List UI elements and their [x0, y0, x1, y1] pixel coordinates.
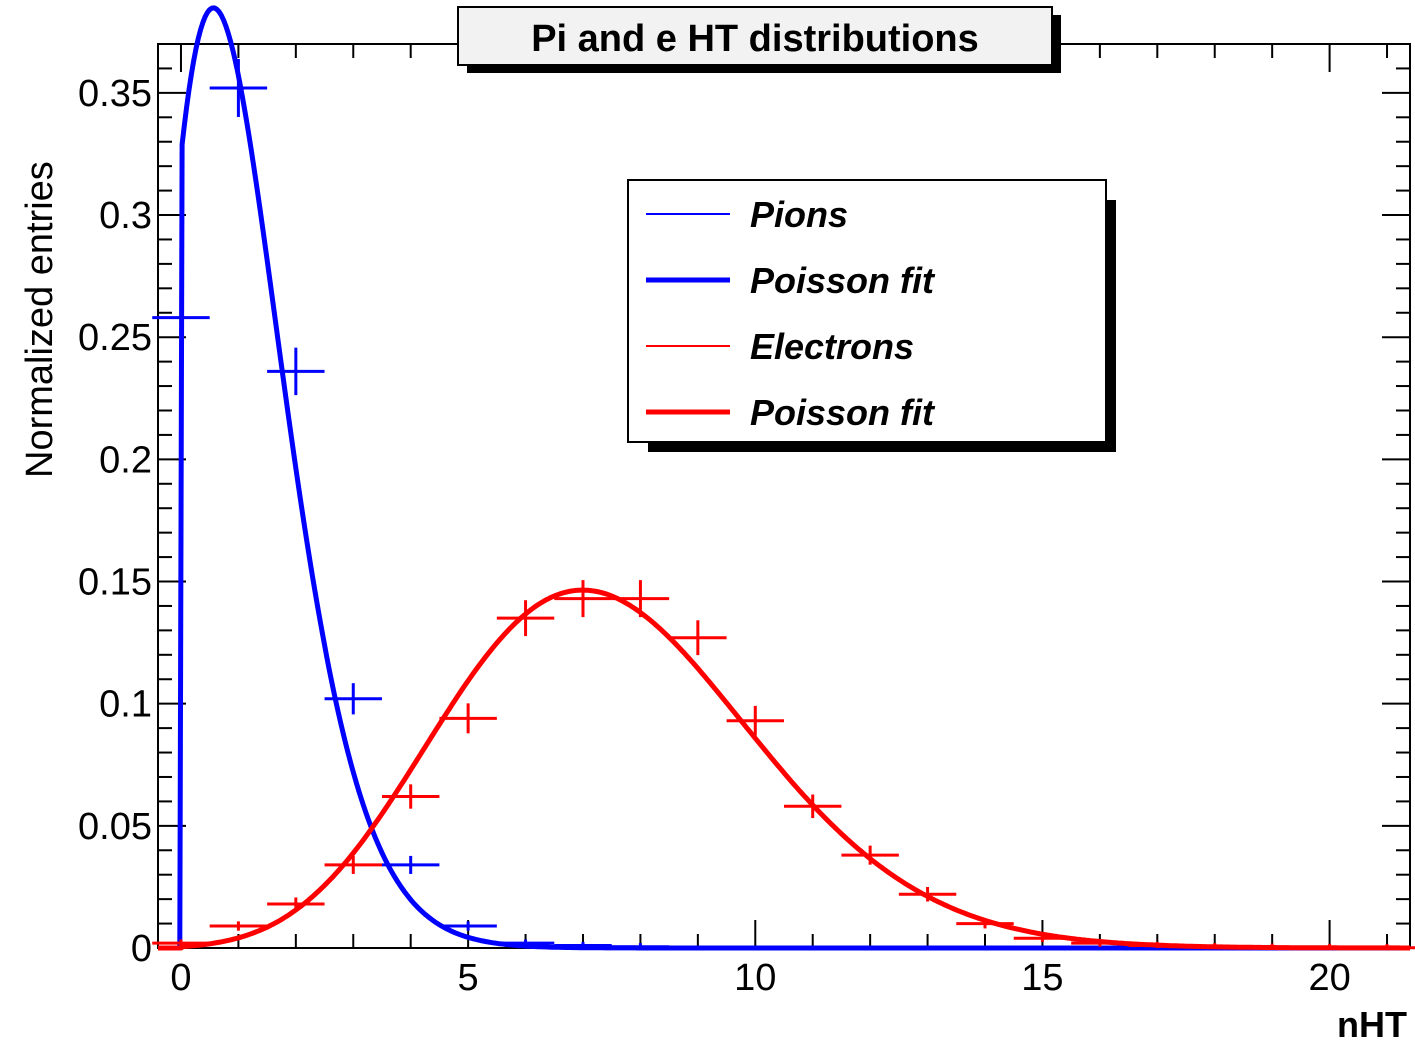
- fit-curve-electrons: [157, 587, 1411, 951]
- legend-entries: Pions Poisson fit Electrons Poisson fit: [646, 194, 936, 433]
- legend-label: Poisson fit: [750, 392, 936, 433]
- x-tick-label: 0: [170, 957, 191, 999]
- x-tick-label: 20: [1308, 957, 1350, 999]
- y-axis-title: Normalized entries: [19, 161, 61, 478]
- y-tick-label: 0.05: [78, 806, 152, 848]
- legend: Pions Poisson fit Electrons Poisson fit: [627, 179, 1116, 452]
- chart-title-box: Pi and e HT distributions: [457, 6, 1061, 73]
- legend-label: Poisson fit: [750, 260, 936, 301]
- y-tick-label: 0.3: [99, 195, 152, 237]
- x-tick-label: 15: [1021, 957, 1063, 999]
- legend-frame: [627, 179, 1107, 443]
- x-axis-title: nHT: [1337, 1004, 1407, 1042]
- y-tick-label: 0.25: [78, 317, 152, 359]
- title-frame: [457, 6, 1053, 66]
- y-tick-label: 0.2: [99, 439, 152, 481]
- series-pions-markers: [152, 58, 670, 949]
- x-tick-label: 5: [458, 957, 479, 999]
- y-tick-label: 0: [131, 928, 152, 970]
- series-electrons-markers: [152, 580, 1415, 950]
- legend-label: Pions: [750, 194, 848, 235]
- series-layer: [152, 5, 1415, 951]
- y-axis: 0 0.05 0.1 0.15 0.2 0.25 0.3 0.35: [78, 43, 1410, 970]
- chart-title: Pi and e HT distributions: [531, 18, 979, 60]
- legend-label: Electrons: [750, 326, 914, 367]
- y-tick-label: 0.15: [78, 562, 152, 604]
- y-tick-label: 0.35: [78, 73, 152, 115]
- x-tick-label: 10: [734, 957, 776, 999]
- y-tick-label: 0.1: [99, 684, 152, 726]
